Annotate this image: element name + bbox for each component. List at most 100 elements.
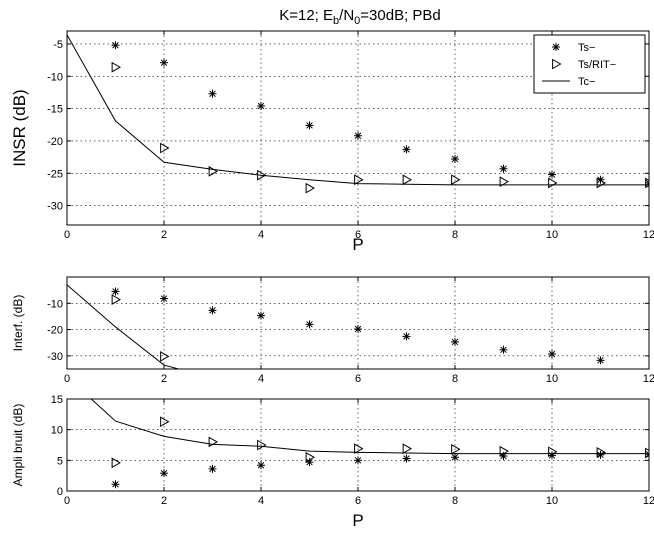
data-point-ts	[451, 155, 459, 164]
data-point-ts	[305, 320, 314, 329]
data-point-ts	[402, 454, 411, 463]
panel-ampli-series	[90, 399, 649, 489]
panel-insr-xlabel: P	[352, 235, 363, 254]
series-line-tc	[90, 399, 649, 455]
x-tick-label: 8	[452, 495, 458, 507]
legend-label: Ts−	[578, 42, 595, 54]
x-tick-label: 6	[355, 495, 361, 507]
panel-ampli-ylabel: Ampli bruit (dB)	[11, 404, 25, 487]
y-tick-label: -15	[47, 104, 63, 116]
data-point-ts	[354, 456, 362, 465]
data-point-ts-rit	[160, 416, 170, 428]
y-tick-label: 10	[51, 425, 63, 437]
panel-ampli-xlabel: P	[352, 511, 363, 530]
data-point-ts-rit	[111, 294, 122, 305]
legend-item: Ts/RIT−	[552, 58, 616, 71]
x-tick-label: 12	[643, 373, 654, 385]
series-ts	[111, 41, 649, 187]
legend-label: Ts/RIT−	[578, 59, 616, 71]
panel-interf-ylabel: Interf. (dB)	[11, 295, 25, 352]
panel-insr-ticks: 0 2 4 6 8 10 12 -5 -10 -15 -20 -25 -30	[47, 31, 654, 241]
legend-item: Ts−	[552, 42, 595, 54]
data-point-ts-rit	[111, 61, 122, 73]
data-point-ts	[305, 458, 314, 467]
legend-marker-triangle	[552, 58, 562, 70]
x-tick-label: 12	[643, 495, 654, 507]
y-tick-label: 5	[57, 455, 63, 467]
y-tick-label: -30	[47, 351, 63, 363]
data-point-ts-rit	[354, 443, 364, 455]
data-point-ts-rit	[257, 439, 267, 451]
series-ts	[111, 287, 605, 365]
legend-marker-star	[552, 43, 560, 51]
panel-insr-ylabel: INSR (dB)	[10, 89, 29, 166]
data-point-ts	[160, 294, 168, 303]
data-point-ts	[451, 337, 459, 346]
data-point-ts	[111, 480, 120, 489]
x-tick-label: 2	[161, 373, 167, 385]
data-point-ts-rit	[645, 177, 649, 189]
x-tick-label: 6	[355, 373, 361, 385]
x-tick-label: 0	[64, 229, 70, 241]
series-ts-rit	[111, 61, 649, 194]
data-point-ts	[596, 356, 605, 365]
y-tick-label: 15	[51, 394, 63, 406]
panel-interf-ticks: 0 2 4 6 8 10 12 -10 -20 -30	[47, 277, 654, 385]
data-point-ts	[111, 287, 120, 296]
data-point-ts	[305, 121, 314, 130]
figure-title: K=12; Eb/N0=30dB; PBd	[279, 7, 441, 27]
x-tick-label: 2	[161, 495, 167, 507]
panel-ampli: 0 2 4 6 8 10 12 0 5 10 15 P Ampli bruit (dB)	[11, 394, 654, 530]
legend-item: Tc−	[542, 76, 595, 88]
data-point-ts	[160, 58, 168, 67]
y-tick-label: -25	[47, 168, 63, 180]
x-tick-label: 10	[546, 495, 558, 507]
x-tick-label: 4	[258, 229, 264, 241]
data-point-ts-rit	[645, 447, 649, 459]
data-point-ts	[257, 311, 265, 320]
x-tick-label: 0	[64, 495, 70, 507]
legend-items: Ts− Ts/RIT− Tc−	[542, 42, 616, 88]
data-point-ts-rit	[160, 351, 170, 362]
y-tick-label: 0	[57, 486, 63, 498]
data-point-ts-rit	[402, 174, 413, 186]
data-point-ts-rit	[111, 457, 122, 469]
x-tick-label: 6	[355, 229, 361, 241]
data-point-ts	[354, 131, 362, 140]
data-point-ts	[499, 164, 508, 173]
data-point-ts	[499, 345, 508, 354]
data-point-ts	[160, 469, 168, 478]
data-point-ts	[402, 332, 411, 341]
series-line-tc	[67, 284, 179, 369]
data-point-ts	[451, 453, 459, 462]
x-tick-label: 12	[643, 229, 654, 241]
x-tick-label: 2	[161, 229, 167, 241]
data-point-ts	[208, 89, 217, 98]
data-point-ts	[257, 102, 265, 111]
data-point-ts-rit	[354, 174, 364, 186]
data-point-ts	[111, 41, 120, 50]
data-point-ts-rit	[596, 446, 607, 458]
panel-interf-series	[67, 284, 605, 369]
x-tick-label: 8	[452, 373, 458, 385]
data-point-ts	[548, 350, 556, 359]
data-point-ts	[402, 145, 411, 154]
data-point-ts	[257, 461, 265, 470]
data-point-ts	[548, 170, 556, 179]
x-tick-label: 0	[64, 373, 70, 385]
data-point-ts-rit	[160, 142, 170, 154]
x-tick-label: 4	[258, 495, 264, 507]
legend: Ts− Ts/RIT− Tc−	[533, 34, 646, 94]
panel-insr: 0 2 4 6 8 10 12 -5 -10 -15 -20 -25 -30 P INSR (dB) T…	[10, 30, 654, 254]
data-point-ts	[354, 325, 362, 334]
data-point-ts-rit	[499, 176, 510, 188]
data-point-ts-rit	[451, 174, 461, 186]
series-line-tc	[67, 34, 649, 186]
x-tick-label: 8	[452, 229, 458, 241]
y-tick-label: -10	[47, 298, 63, 310]
x-tick-label: 4	[258, 373, 264, 385]
y-tick-label: -30	[47, 201, 63, 213]
y-tick-label: -20	[47, 325, 63, 337]
x-tick-label: 10	[546, 229, 558, 241]
